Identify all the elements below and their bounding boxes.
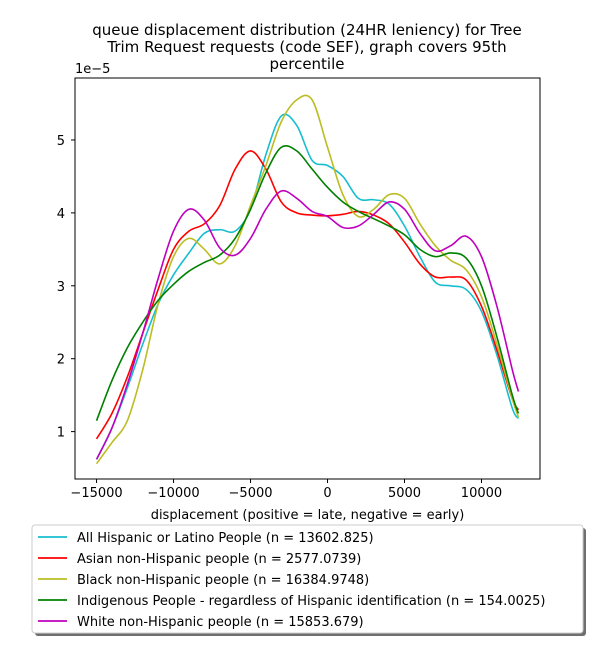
series-line-1 xyxy=(95,113,520,460)
x-tick-label: 0 xyxy=(323,486,331,501)
legend-entries: All Hispanic or Latino People (n = 13602… xyxy=(38,531,546,630)
series-line-4 xyxy=(95,144,520,421)
x-tick-label: 5000 xyxy=(388,486,421,501)
y-tick-label: 3 xyxy=(57,280,65,295)
chart-title-line-3: percentile xyxy=(269,55,344,73)
legend-label-2: Asian non-Hispanic people (n = 2577.0739… xyxy=(77,552,361,567)
legend-box xyxy=(31,524,584,634)
x-tick-label: −10000 xyxy=(147,486,199,501)
series-line-2 xyxy=(95,150,520,440)
series-line-3 xyxy=(95,94,520,465)
legend-label-3: Black non-Hispanic people (n = 16384.974… xyxy=(77,573,369,588)
x-tick-label: −15000 xyxy=(70,486,122,501)
plot-frame xyxy=(74,77,541,480)
y-tick-label: 5 xyxy=(57,134,65,149)
x-axis-label: displacement (positive = late, negative … xyxy=(151,508,465,523)
y-tick-label: 4 xyxy=(57,207,65,222)
y-axis-ticks: 1 2 3 4 5 xyxy=(57,134,75,441)
x-tick-label: 10000 xyxy=(461,486,502,501)
legend-label-5: White non-Hispanic people (n = 15853.679… xyxy=(77,615,364,630)
plot-area xyxy=(74,77,541,480)
x-axis-ticks: −15000 −10000 −5000 0 5000 10000 xyxy=(70,479,502,501)
legend-label-4: Indigenous People - regardless of Hispan… xyxy=(77,594,546,609)
series-line-5 xyxy=(95,189,520,460)
x-tick-label: −5000 xyxy=(229,486,273,501)
chart-title: queue displacement distribution (24HR le… xyxy=(92,21,521,73)
y-axis-offset-label: 1e−5 xyxy=(75,62,110,77)
legend-label-1: All Hispanic or Latino People (n = 13602… xyxy=(77,531,374,546)
legend: All Hispanic or Latino People (n = 13602… xyxy=(31,524,586,636)
y-tick-label: 1 xyxy=(57,426,65,441)
chart-title-line-2: Trim Request requests (code SEF), graph … xyxy=(106,38,506,56)
chart-title-line-1: queue displacement distribution (24HR le… xyxy=(92,21,521,39)
series-layer xyxy=(95,94,520,465)
y-tick-label: 2 xyxy=(57,353,65,368)
